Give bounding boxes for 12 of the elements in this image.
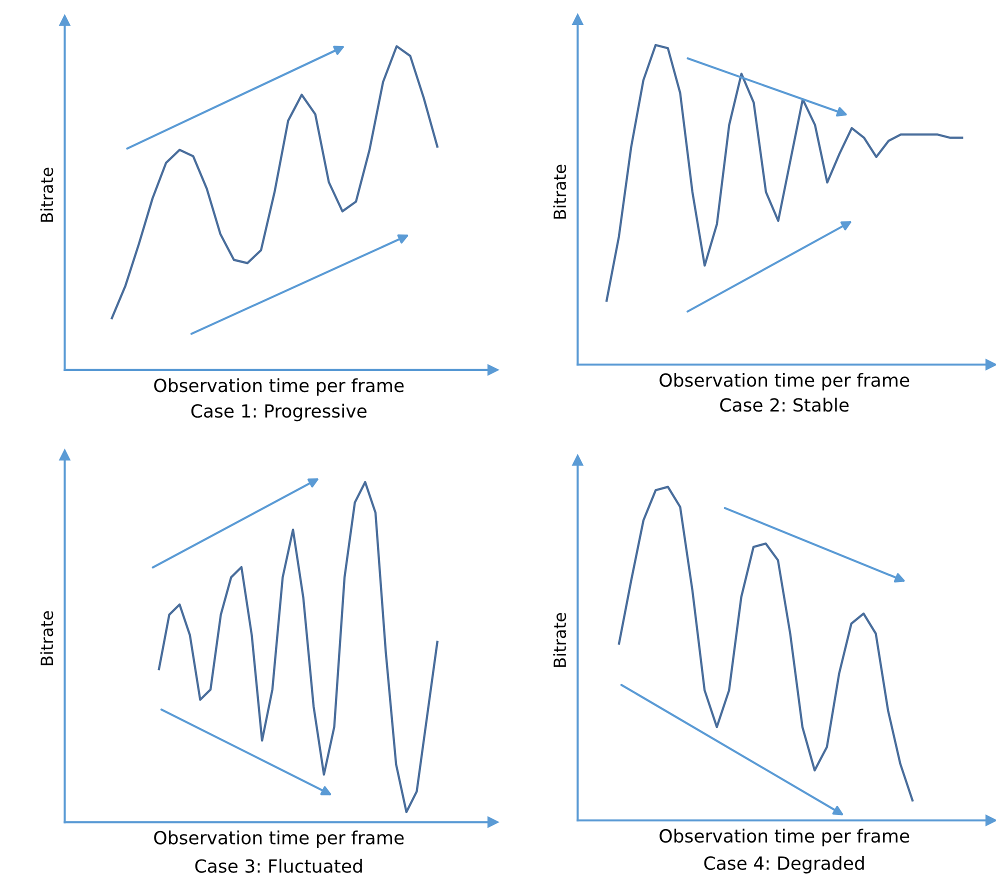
text: Case 2: Stable bbox=[720, 398, 849, 412]
y-axis-title: Bitrate bbox=[553, 612, 566, 667]
x-axis-title: Observation time per frame bbox=[154, 378, 404, 396]
x-axis-title: Observation time per frame bbox=[660, 372, 910, 390]
text: Case 3: Fluctuated bbox=[195, 858, 362, 873]
y-axis-title: Bitrate bbox=[40, 611, 54, 666]
text: Case 1: Progressive bbox=[191, 404, 366, 422]
x-axis-title: Observation time per frame bbox=[154, 830, 404, 848]
x-axis-title: Observation time per frame bbox=[660, 828, 910, 846]
y-axis-title: Bitrate bbox=[40, 168, 54, 222]
y-axis-title: Bitrate bbox=[553, 164, 566, 219]
text: Case 4: Degraded bbox=[704, 856, 864, 874]
